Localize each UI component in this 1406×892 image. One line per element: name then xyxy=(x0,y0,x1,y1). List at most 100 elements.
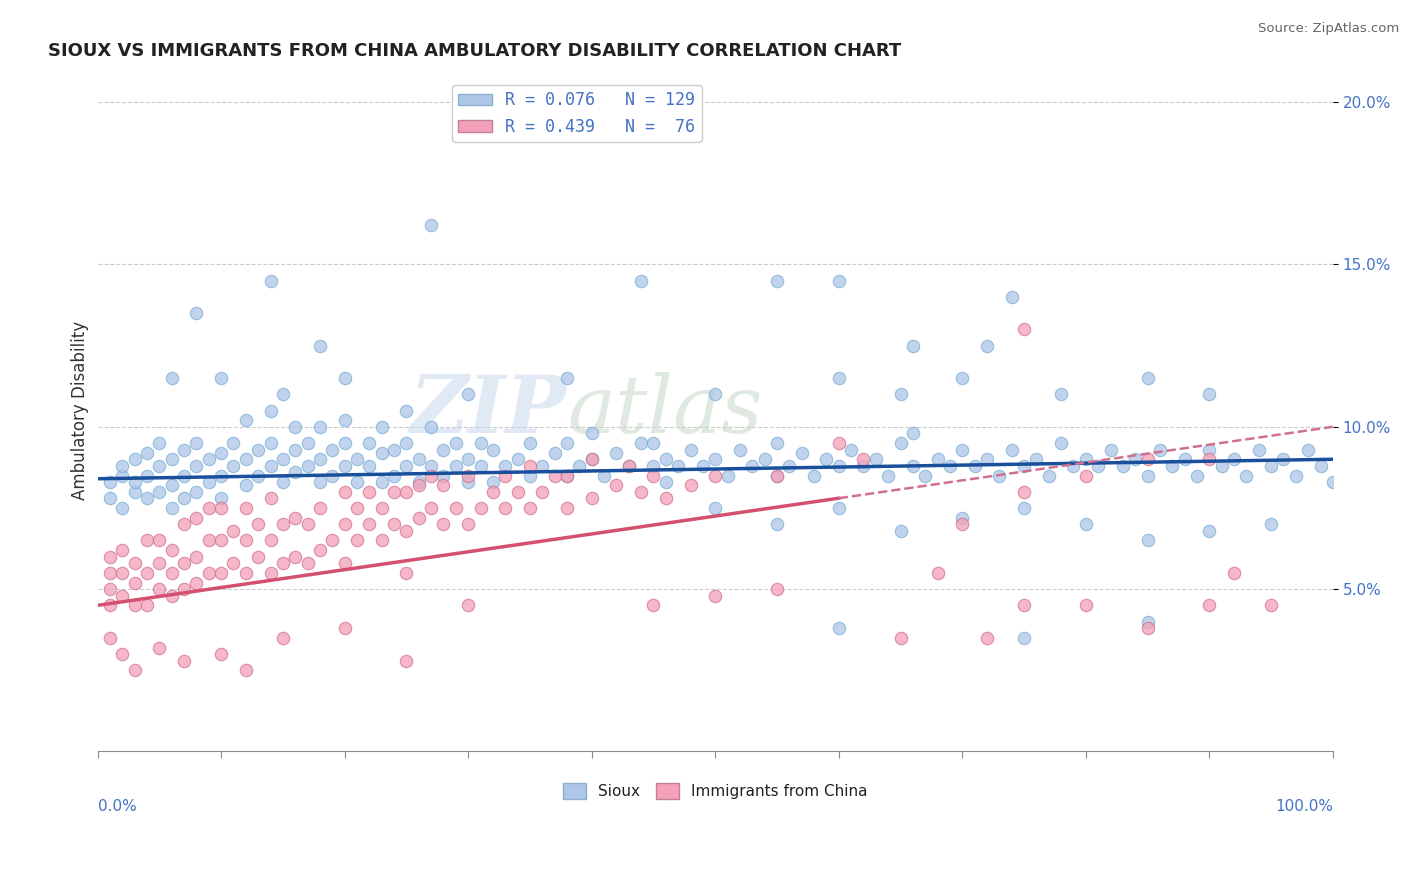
Point xyxy=(124,663,146,677)
Point xyxy=(741,458,763,473)
Point xyxy=(1198,387,1220,401)
Point xyxy=(1001,290,1024,304)
Point xyxy=(259,491,281,506)
Point xyxy=(160,543,183,558)
Point xyxy=(235,500,257,515)
Point xyxy=(346,533,368,548)
Point xyxy=(111,647,134,661)
Point xyxy=(382,468,405,483)
Point xyxy=(309,419,332,434)
Point xyxy=(828,621,851,635)
Point xyxy=(209,647,232,661)
Point xyxy=(901,338,924,352)
Text: 0.0%: 0.0% xyxy=(97,799,136,814)
Point xyxy=(420,458,443,473)
Point xyxy=(950,371,973,385)
Point xyxy=(1247,442,1270,457)
Point xyxy=(124,475,146,489)
Point xyxy=(643,599,665,613)
Point xyxy=(432,468,454,483)
Point xyxy=(630,484,652,499)
Point xyxy=(555,468,578,483)
Point xyxy=(1136,468,1159,483)
Point xyxy=(704,452,727,467)
Point xyxy=(1074,452,1097,467)
Point xyxy=(297,458,319,473)
Point xyxy=(581,452,603,467)
Point xyxy=(1136,615,1159,629)
Point xyxy=(482,484,505,499)
Point xyxy=(197,566,219,580)
Point xyxy=(766,517,789,532)
Point xyxy=(828,436,851,450)
Point xyxy=(173,517,195,532)
Point xyxy=(1223,452,1246,467)
Point xyxy=(124,599,146,613)
Point xyxy=(382,442,405,457)
Point xyxy=(963,458,986,473)
Point xyxy=(630,274,652,288)
Point xyxy=(655,491,678,506)
Point xyxy=(160,589,183,603)
Point xyxy=(852,452,875,467)
Point xyxy=(209,500,232,515)
Point xyxy=(197,475,219,489)
Point xyxy=(790,446,813,460)
Point xyxy=(927,452,949,467)
Point xyxy=(766,468,789,483)
Point xyxy=(148,556,170,570)
Point xyxy=(173,654,195,668)
Point xyxy=(98,566,121,580)
Point xyxy=(852,458,875,473)
Point xyxy=(482,475,505,489)
Point xyxy=(976,338,998,352)
Point xyxy=(1198,452,1220,467)
Point xyxy=(321,442,343,457)
Point xyxy=(692,458,714,473)
Point xyxy=(111,589,134,603)
Point xyxy=(284,419,307,434)
Point xyxy=(247,517,270,532)
Point xyxy=(1272,452,1295,467)
Point xyxy=(519,458,541,473)
Point xyxy=(160,566,183,580)
Point xyxy=(1099,442,1122,457)
Point xyxy=(186,549,208,564)
Point xyxy=(432,442,454,457)
Point xyxy=(728,442,751,457)
Point xyxy=(494,458,516,473)
Point xyxy=(148,640,170,655)
Point xyxy=(1136,621,1159,635)
Point xyxy=(124,556,146,570)
Point xyxy=(420,500,443,515)
Point xyxy=(432,478,454,492)
Point xyxy=(197,500,219,515)
Point xyxy=(630,436,652,450)
Point xyxy=(346,452,368,467)
Point xyxy=(408,478,430,492)
Point xyxy=(1012,458,1035,473)
Point xyxy=(1149,442,1171,457)
Point xyxy=(543,446,565,460)
Point xyxy=(1285,468,1308,483)
Point xyxy=(1074,599,1097,613)
Point xyxy=(555,371,578,385)
Point xyxy=(1001,442,1024,457)
Point xyxy=(359,458,381,473)
Point xyxy=(1161,458,1184,473)
Point xyxy=(1136,371,1159,385)
Point xyxy=(457,599,479,613)
Point xyxy=(370,446,392,460)
Point xyxy=(988,468,1011,483)
Point xyxy=(420,219,443,233)
Point xyxy=(395,403,418,417)
Point xyxy=(1087,458,1109,473)
Point xyxy=(1012,484,1035,499)
Point xyxy=(976,452,998,467)
Point xyxy=(209,491,232,506)
Point xyxy=(395,524,418,538)
Point xyxy=(124,575,146,590)
Point xyxy=(259,403,281,417)
Text: atlas: atlas xyxy=(567,372,762,450)
Point xyxy=(950,442,973,457)
